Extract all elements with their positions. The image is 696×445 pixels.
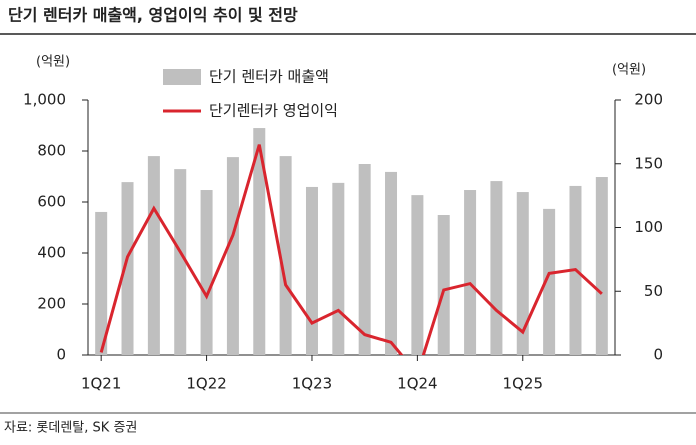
legend-swatch: [163, 69, 201, 85]
source: 자료: 롯데렌탈, SK 증권: [4, 421, 137, 436]
bar: [358, 164, 371, 355]
y2-tick-label: 150: [634, 154, 663, 172]
bar: [121, 182, 134, 355]
x-tick-label: 1Q22: [186, 375, 226, 393]
x-tick-label: 1Q21: [81, 375, 121, 393]
y-tick-label: 0: [56, 346, 66, 364]
bar: [253, 128, 266, 355]
legend-label: 단기렌터카 영업이익: [209, 102, 338, 120]
bar: [174, 169, 187, 355]
bar: [385, 171, 398, 355]
bar: [305, 186, 318, 355]
bar: [95, 211, 108, 355]
bar: [147, 156, 160, 355]
legend-label: 단기 렌터카 매출액: [209, 68, 329, 86]
y-tick-label: 200: [37, 295, 66, 313]
bar: [595, 177, 608, 355]
bar: [516, 192, 529, 355]
bar: [464, 190, 477, 355]
bar: [332, 182, 345, 355]
x-tick-label: 1Q25: [503, 375, 543, 393]
y2-axis-label: (억원): [612, 63, 646, 78]
x-tick-label: 1Q23: [292, 375, 332, 393]
y-tick-label: 600: [37, 193, 66, 211]
y2-tick-label: 50: [644, 282, 663, 300]
y2-tick-label: 200: [634, 91, 663, 109]
bar: [200, 190, 213, 355]
bar: [411, 195, 424, 355]
y2-tick-label: 100: [634, 218, 663, 236]
bar: [543, 208, 556, 355]
y-axis-label: (억원): [36, 55, 70, 70]
y-tick-label: 400: [37, 244, 66, 262]
bar: [437, 215, 450, 355]
y-tick-label: 800: [37, 142, 66, 160]
line: [99, 144, 603, 355]
bar: [490, 181, 503, 355]
y-tick-label: 1,000: [23, 91, 66, 109]
x-tick-label: 1Q24: [397, 375, 437, 393]
y2-tick-label: 0: [653, 346, 663, 364]
bar: [279, 156, 292, 355]
bar: [226, 157, 239, 355]
chart-title: 단기 렌터카 매출액, 영업이익 추이 및 전망: [8, 6, 298, 25]
